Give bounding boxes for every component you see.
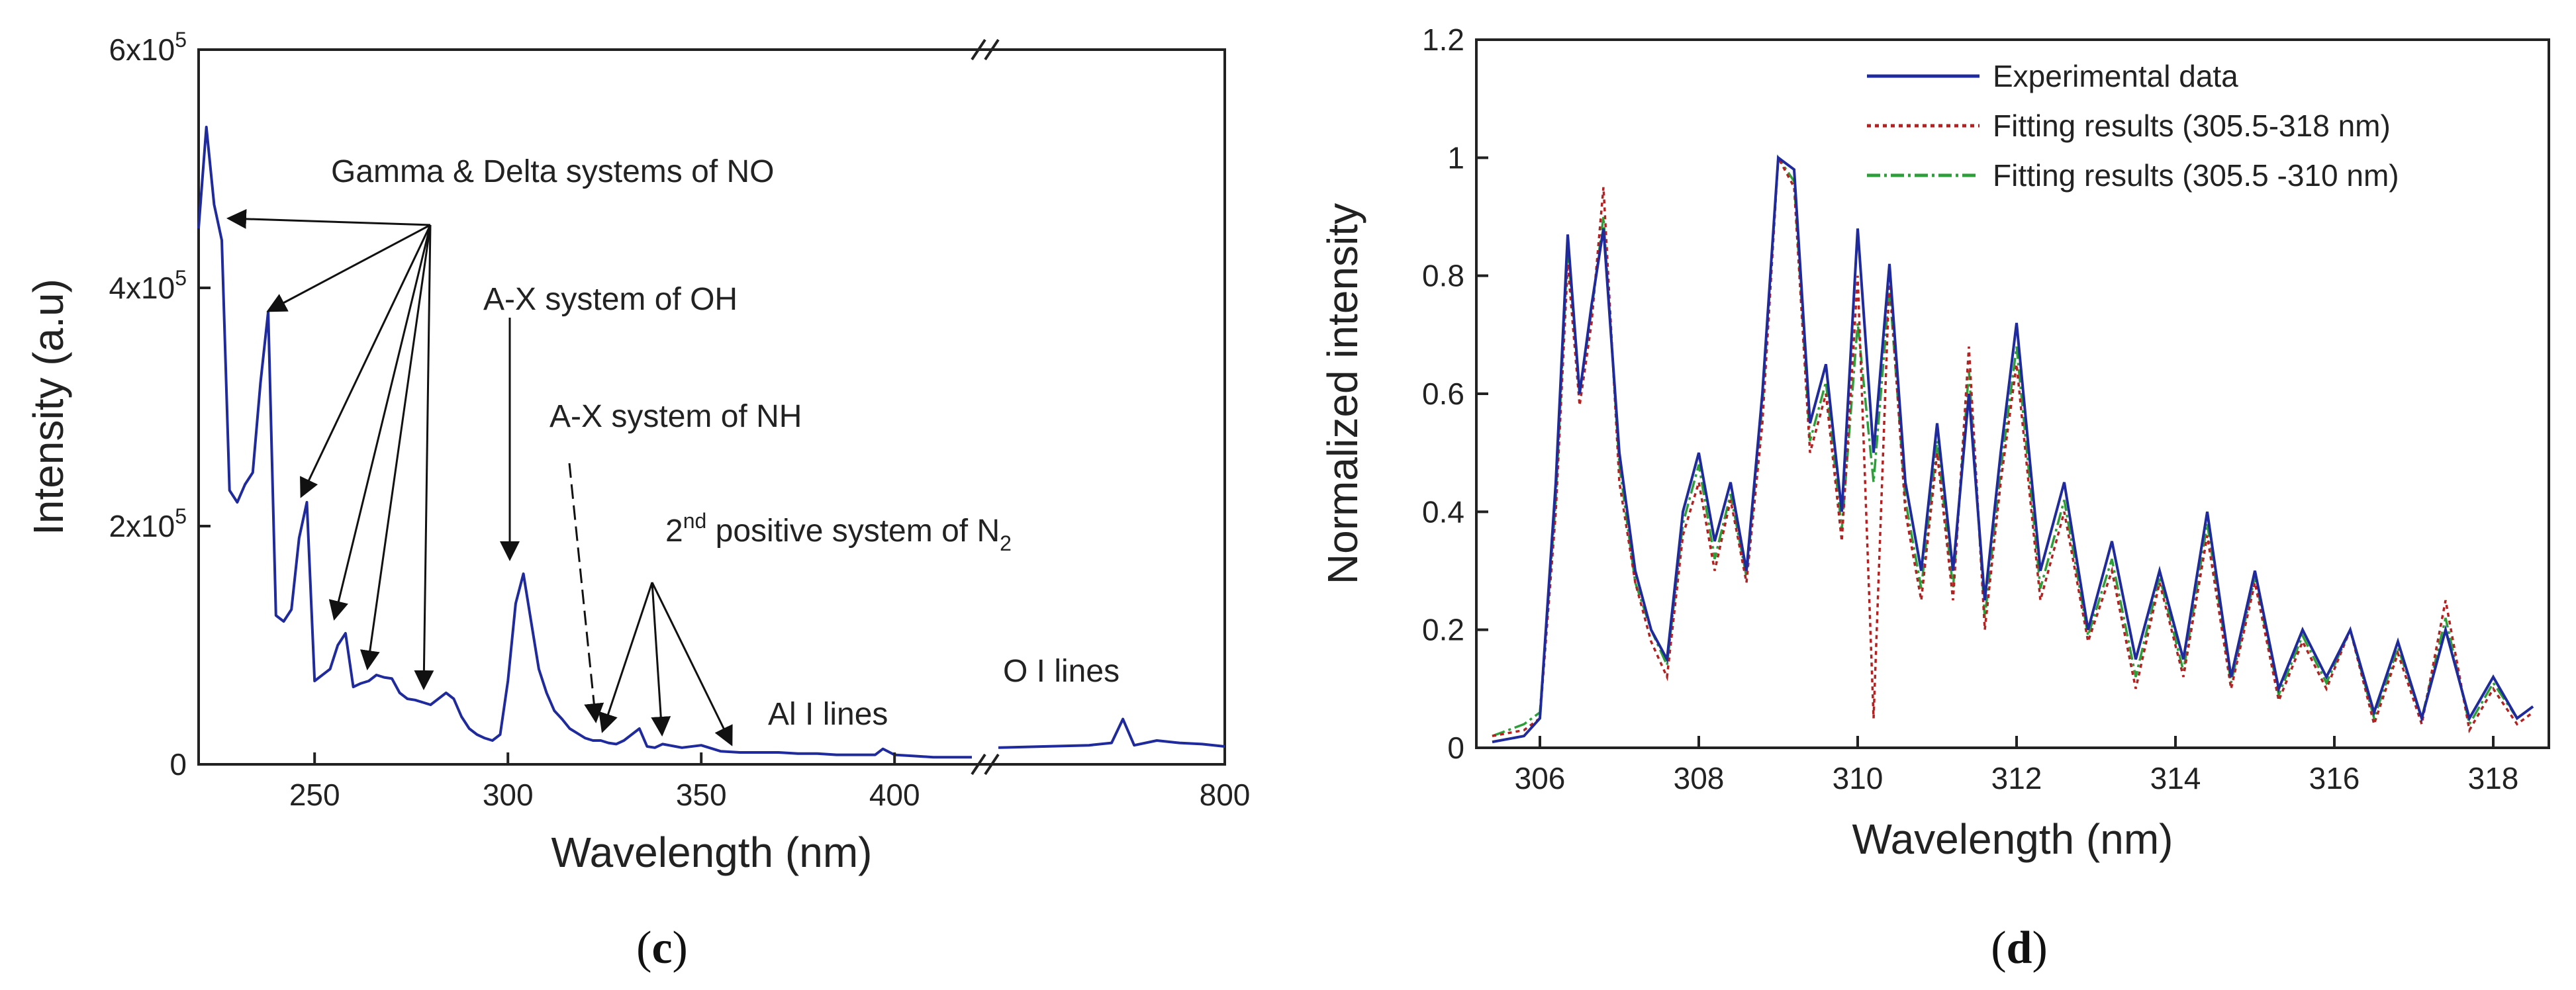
chart-c-y-axis-label: Intensity (a.u) (24, 279, 72, 535)
chart-d-y-tick-label: 1.2 (1422, 22, 1464, 57)
chart-c-y-tick-label: 4x105 (109, 266, 187, 305)
arrow-nh (568, 463, 604, 723)
chart-d-x-tick-label: 310 (1833, 761, 1884, 795)
chart-d-y-tick-label: 0.6 (1422, 377, 1464, 411)
legend-label-fit-305-318: Fitting results (305.5-318 nm) (1993, 109, 2391, 143)
annotation-o: O I lines (1003, 654, 1120, 689)
chart-d-y-tick-label: 0 (1447, 731, 1464, 765)
chart-c-annotation-arrows (226, 208, 733, 746)
chart-c-x-tick-label: 350 (676, 778, 727, 812)
arrow-no-1 (226, 208, 431, 229)
chart-d-series-fit-305-318 (1492, 154, 2534, 737)
chart-d-x-axis-label: Wavelength (nm) (1852, 815, 2173, 863)
chart-d-x-tick-label: 306 (1515, 761, 1566, 795)
annotation-nh: A-X system of NH (549, 399, 802, 434)
arrow-no-3 (300, 224, 432, 498)
chart-d-y-tick-label: 1 (1447, 140, 1464, 175)
chart-c-y-tick-label: 2x105 (109, 504, 187, 543)
annotation-oh: A-X system of OH (483, 282, 738, 317)
chart-d-x-tick-label: 308 (1674, 761, 1725, 795)
arrow-n2-1 (598, 582, 653, 733)
chart-c-x-tick-label: 400 (869, 778, 920, 812)
chart-c-x-tick-label: 250 (289, 778, 340, 812)
arrow-n2-2 (651, 582, 671, 737)
annotation-n2: 2nd positive system of N2 (665, 509, 1012, 555)
arrow-no-4 (328, 224, 432, 621)
chart-d-x-tick-label: 318 (2468, 761, 2519, 795)
panel-label-d: (d) (1991, 922, 2048, 973)
chart-c-x-tick-label: 300 (483, 778, 534, 812)
chart-d-series-fit-305-310 (1492, 154, 2534, 737)
chart-d-series-experimental (1492, 155, 2534, 744)
annotation-no: Gamma & Delta systems of NO (331, 154, 775, 189)
chart-d-x-tick-label: 316 (2309, 761, 2360, 795)
chart-c-x-tick-label: 800 (1200, 778, 1251, 812)
chart-c-y-tick-label: 0 (169, 747, 187, 782)
arrow-n2-3 (651, 582, 733, 746)
chart-d-plot-frame (1475, 38, 2550, 749)
chart-d-y-axis-label: Normalized intensity (1319, 203, 1366, 584)
chart-d-x-tick-label: 312 (1991, 761, 2042, 795)
chart-c-y-tick-label: 6x105 (109, 28, 187, 67)
chart-c: 250 300 350 400 800 0 2x105 4x105 6x105 Gamma &… (24, 28, 1250, 973)
chart-d-y-tick-label: 0.8 (1422, 259, 1464, 293)
legend-label-experimental: Experimental data (1993, 59, 2238, 93)
chart-c-spectrum-line (197, 126, 1225, 759)
chart-c-axis-break (971, 38, 1000, 776)
chart-c-x-axis-label: Wavelength (nm) (551, 829, 873, 876)
chart-d-y-tick-label: 0.4 (1422, 494, 1464, 529)
panel-label-c: (c) (636, 922, 688, 973)
chart-d-legend: Experimental data Fitting results (305.5… (1867, 59, 2399, 193)
arrow-no-5 (359, 224, 432, 670)
chart-d-y-tick-label: 0.2 (1422, 613, 1464, 647)
arrow-no-2 (266, 224, 431, 312)
chart-d-x-tick-label: 314 (2150, 761, 2201, 795)
chart-d: 306 308 310 312 314 316 318 00.20.40.60.811.2 … (1319, 22, 2550, 973)
arrow-no-6 (414, 224, 434, 690)
chart-c-plot-frame (197, 48, 1226, 766)
annotation-al: Al I lines (768, 697, 888, 732)
legend-label-fit-305-310: Fitting results (305.5 -310 nm) (1993, 158, 2399, 193)
